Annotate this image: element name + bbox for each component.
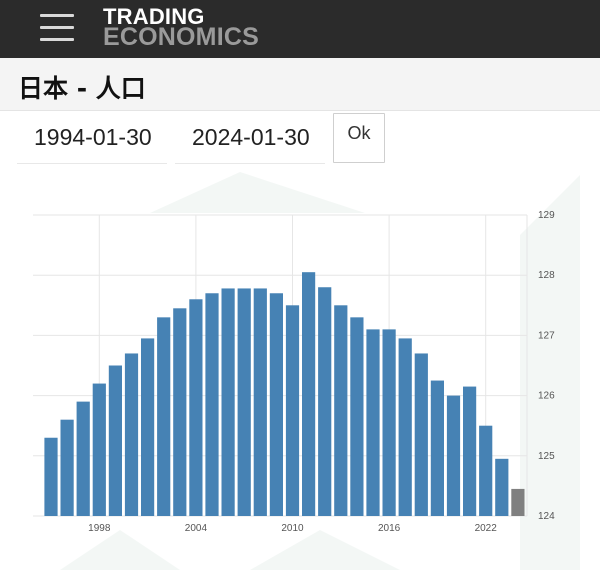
bar-2006[interactable] [221,288,235,516]
bar-2007[interactable] [237,288,251,516]
trading-economics-logo[interactable]: TRADING ECONOMICS [103,4,259,51]
end-date-input[interactable] [175,112,325,164]
y-tick-label: 127 [538,330,555,341]
y-tick-label: 125 [538,451,555,462]
start-date-input[interactable] [17,112,167,164]
x-tick-label: 2010 [281,523,304,534]
bar-2018[interactable] [414,353,428,516]
logo-line-2: ECONOMICS [103,23,259,51]
bar-2002[interactable] [157,317,171,516]
x-tick-label: 2022 [475,523,498,534]
bar-2015[interactable] [366,329,380,516]
top-navigation-bar: TRADING ECONOMICS [0,0,600,58]
bar-1998[interactable] [92,383,106,516]
bar-2004[interactable] [189,299,203,516]
y-tick-label: 129 [538,210,555,221]
page-title: 日本 - 人口 [18,74,146,103]
y-tick-label: 126 [538,391,555,402]
logo-line-1: TRADING [103,4,205,29]
bar-2014[interactable] [350,317,364,516]
ok-button[interactable]: Ok [333,113,385,163]
bar-2019[interactable] [430,380,444,516]
bar-2003[interactable] [173,308,187,516]
bar-2017[interactable] [398,338,412,516]
y-tick-label: 128 [538,270,555,281]
bar-1997[interactable] [76,401,90,516]
bar-2011[interactable] [302,272,316,516]
forecast-bar-2023[interactable] [511,488,525,516]
chart-watermark [60,172,580,570]
chart-svg: 124 125 126 127 128 129 1998 2004 2010 2016 2022 [33,172,580,570]
bar-2001[interactable] [141,338,155,516]
bar-1995[interactable] [44,437,58,516]
bar-2021[interactable] [463,386,477,516]
bar-2016[interactable] [382,329,396,516]
bar-2023[interactable] [495,458,509,516]
bar-2012[interactable] [318,287,332,516]
bar-2022[interactable] [479,425,493,516]
bar-2005[interactable] [205,293,219,516]
x-tick-label: 1998 [88,523,111,534]
chart-bars [44,272,525,517]
bar-1999[interactable] [108,365,122,517]
bar-2000[interactable] [124,353,139,516]
bar-2013[interactable] [334,305,348,516]
population-chart: 124 125 126 127 128 129 1998 2004 2010 2016 2022 [0,165,600,570]
x-axis-ticks: 1998 2004 2010 2016 2022 [88,523,497,534]
x-tick-label: 2016 [378,523,401,534]
bar-2020[interactable] [446,395,461,516]
x-tick-label: 2004 [185,523,208,534]
hamburger-menu-icon[interactable] [40,14,76,42]
page-title-bar: 日本 - 人口 [0,58,600,111]
bar-2010[interactable] [285,305,300,516]
y-axis-ticks: 124 125 126 127 128 129 [538,210,555,522]
bar-1996[interactable] [60,419,74,516]
bar-2008[interactable] [253,288,267,516]
bar-2009[interactable] [269,293,283,516]
y-tick-label: 124 [538,511,555,522]
